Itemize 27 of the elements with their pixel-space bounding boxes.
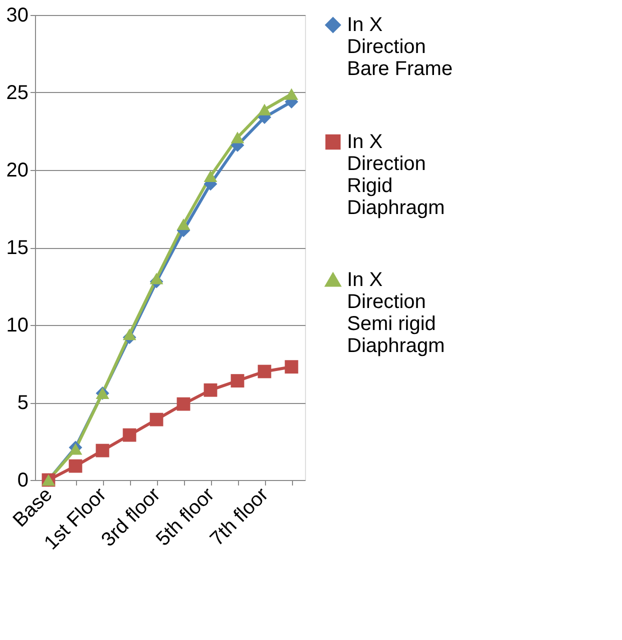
y-tick-label: 20 xyxy=(6,160,28,182)
point xyxy=(230,132,244,144)
y-tick-label: 5 xyxy=(17,392,28,414)
point xyxy=(96,444,110,458)
legend-label: In X Direction Rigid Diaphragm xyxy=(347,131,445,219)
y-tick-label: 10 xyxy=(6,314,28,336)
point xyxy=(230,374,244,388)
legend-label: In X Direction Bare Frame xyxy=(347,14,453,80)
point xyxy=(258,364,272,378)
point xyxy=(204,383,218,397)
point xyxy=(284,360,298,374)
point xyxy=(150,272,164,284)
point xyxy=(68,459,82,473)
point xyxy=(150,412,164,426)
point xyxy=(176,218,190,230)
y-tick-label: 0 xyxy=(17,470,28,492)
y-tick-label: 25 xyxy=(6,82,28,104)
point xyxy=(122,428,136,442)
point xyxy=(176,397,190,411)
point xyxy=(258,104,272,116)
y-tick-label: 30 xyxy=(6,4,28,26)
point xyxy=(284,88,298,100)
y-tick-label: 15 xyxy=(6,237,28,259)
legend-label: In X Direction Semi rigid Diaphragm xyxy=(347,269,445,357)
point xyxy=(204,170,218,182)
point xyxy=(122,328,136,340)
point xyxy=(68,443,82,455)
